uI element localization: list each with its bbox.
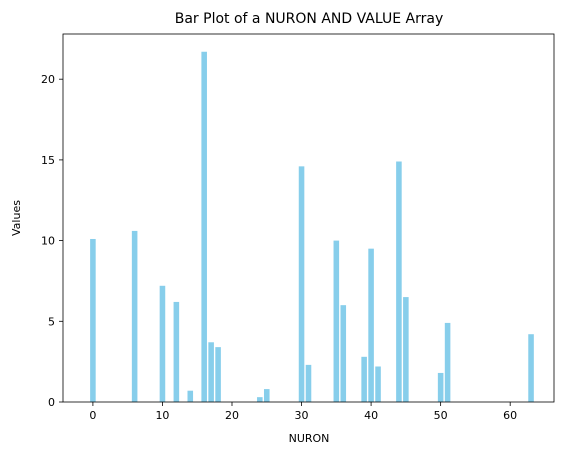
bar-0	[90, 238, 96, 402]
bar-36	[340, 305, 347, 402]
bar-18	[215, 347, 221, 402]
bars-group	[90, 51, 534, 402]
bar-50	[437, 372, 444, 402]
plot-frame	[62, 33, 555, 403]
y-tick-label: 15	[41, 154, 55, 167]
bar-35	[333, 240, 340, 402]
bar-39	[361, 356, 367, 402]
bar-6	[131, 230, 138, 402]
x-axis-ticks: 0 10 20 30 40 50 60	[89, 402, 517, 422]
y-tick-label: 0	[48, 396, 55, 409]
x-tick-label: 50	[434, 409, 448, 422]
y-tick-label: 5	[48, 315, 55, 328]
y-tick-label: 10	[41, 235, 55, 248]
bar-17	[208, 342, 214, 402]
y-axis-label: Values	[10, 200, 23, 236]
chart-title: Bar Plot of a NURON AND VALUE Array	[175, 11, 443, 27]
bar-44	[396, 161, 402, 402]
y-axis-ticks: 0 5 10 15 20	[41, 73, 63, 409]
bar-51	[444, 322, 451, 402]
x-tick-label: 20	[225, 409, 239, 422]
bar-63	[528, 334, 534, 402]
bar-16	[201, 51, 207, 402]
bar-41	[375, 366, 381, 402]
bar-24	[257, 397, 263, 402]
bar-10	[159, 285, 166, 402]
bar-45	[403, 297, 409, 402]
bar-30	[298, 166, 305, 402]
x-axis-label: NURON	[289, 432, 330, 445]
x-tick-label: 60	[503, 409, 517, 422]
bar-14	[187, 390, 194, 402]
bar-40	[368, 248, 374, 402]
x-tick-label: 10	[155, 409, 169, 422]
bar-12	[173, 301, 180, 402]
x-tick-label: 40	[364, 409, 378, 422]
x-tick-label: 0	[89, 409, 96, 422]
x-tick-label: 30	[295, 409, 309, 422]
bar-25	[263, 389, 270, 402]
y-tick-label: 20	[41, 73, 55, 86]
bar-31	[305, 364, 312, 402]
